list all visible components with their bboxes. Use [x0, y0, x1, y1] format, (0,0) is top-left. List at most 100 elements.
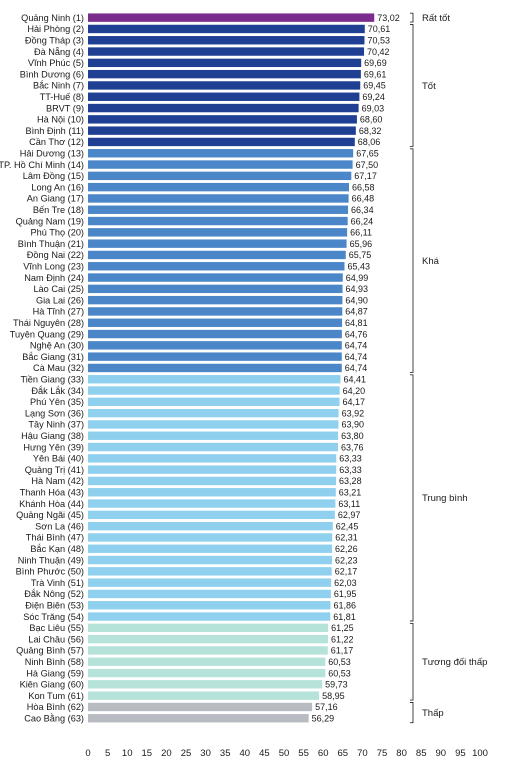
category-label: Long An (16)	[31, 182, 84, 192]
x-tick-label: 50	[279, 748, 290, 759]
value-label: 63,28	[339, 476, 362, 486]
category-label: Bình Phước (50)	[16, 567, 84, 577]
category-label: Đắk Lắk (34)	[31, 386, 84, 396]
value-label: 69,24	[362, 92, 385, 102]
category-label: Đà Nẵng (4)	[34, 47, 84, 57]
x-tick-label: 60	[318, 748, 329, 759]
x-tick-label: 70	[357, 748, 368, 759]
bar	[88, 691, 320, 700]
value-label: 59,73	[325, 680, 348, 690]
value-label: 68,32	[359, 126, 382, 136]
bar	[88, 386, 340, 395]
value-label: 61,81	[333, 612, 356, 622]
value-label: 69,45	[363, 81, 386, 91]
value-label: 66,58	[352, 182, 375, 192]
value-label: 68,60	[360, 115, 383, 125]
value-label: 61,86	[333, 600, 356, 610]
bar	[88, 657, 326, 666]
bar	[88, 126, 356, 135]
group-label: Trung bình	[422, 493, 468, 504]
category-label: Tây Ninh (37)	[28, 420, 84, 430]
value-label: 64,87	[345, 307, 368, 317]
bar	[88, 397, 340, 407]
category-label: Hà Giang (59)	[26, 668, 84, 678]
bar	[88, 454, 337, 463]
category-label: Đồng Nai (22)	[27, 250, 84, 260]
category-label: Ninh Thuận (49)	[18, 555, 84, 565]
bar	[88, 329, 342, 339]
category-label: Khánh Hòa (44)	[19, 499, 84, 509]
category-label: Bình Dương (6)	[20, 69, 84, 79]
x-tick-label: 45	[259, 748, 270, 759]
bar	[88, 420, 339, 429]
value-label: 63,33	[339, 454, 362, 464]
bar	[88, 216, 348, 226]
value-label: 65,75	[349, 250, 372, 260]
bar	[88, 431, 339, 440]
value-label: 69,03	[362, 103, 385, 113]
bar	[88, 341, 342, 350]
category-label: Cần Thơ (12)	[29, 137, 84, 147]
category-label: Quảng Ngãi (45)	[16, 510, 84, 520]
category-label: Yên Bái (40)	[33, 454, 84, 464]
bar	[88, 634, 328, 644]
group-bracket	[410, 702, 414, 724]
value-label: 63,90	[341, 420, 364, 430]
value-label: 62,03	[334, 578, 357, 588]
category-label: Nghệ An (30)	[30, 341, 84, 351]
bar	[88, 612, 331, 621]
category-label: Bình Định (11)	[25, 126, 84, 136]
bar	[88, 36, 365, 45]
category-label: Sóc Trăng (54)	[23, 612, 84, 622]
category-label: Hà Nội (10)	[37, 115, 84, 125]
group-bracket	[410, 148, 414, 373]
bar	[88, 589, 331, 599]
category-label: Thái Bình (47)	[26, 533, 84, 543]
value-label: 64,76	[345, 329, 368, 339]
category-label: Thanh Hóa (43)	[20, 487, 84, 497]
bar	[88, 205, 349, 214]
category-label: Bắc Giang (31)	[22, 352, 84, 362]
x-tick-label: 40	[240, 748, 251, 759]
value-label: 66,11	[350, 228, 372, 238]
value-label: 69,61	[364, 69, 387, 79]
bar	[88, 488, 336, 497]
value-label: 61,95	[334, 589, 357, 599]
value-label: 63,33	[339, 465, 362, 475]
bar	[88, 646, 328, 655]
category-label: Tiền Giang (33)	[21, 374, 85, 384]
value-label: 61,25	[331, 623, 354, 633]
x-tick-label: 100	[472, 748, 488, 759]
value-label: 62,31	[335, 533, 358, 543]
x-tick-label: 15	[142, 748, 153, 759]
group-label: Tương đối thấp	[422, 657, 487, 668]
value-label: 68,06	[358, 137, 381, 147]
x-tick-label: 35	[220, 748, 231, 759]
value-label: 66,48	[352, 194, 375, 204]
group-label: Rất tốt	[422, 13, 450, 24]
bar	[88, 702, 313, 712]
category-label: TT-Huế (8)	[40, 92, 84, 102]
bar	[88, 171, 352, 181]
bar	[88, 103, 359, 113]
x-tick-label: 0	[85, 748, 90, 759]
category-label: Hà Nam (42)	[31, 476, 84, 486]
category-label: Quảng Bình (57)	[16, 646, 84, 656]
category-label: Ninh Bình (58)	[25, 657, 84, 667]
bar	[88, 228, 348, 237]
value-label: 65,96	[350, 239, 373, 249]
value-label: 63,92	[342, 408, 365, 418]
bar	[88, 375, 341, 384]
category-label: Hà Tĩnh (27)	[33, 307, 84, 317]
value-label: 63,21	[339, 487, 362, 497]
value-label: 60,53	[328, 657, 351, 667]
bar	[88, 69, 361, 79]
bar	[88, 521, 333, 531]
category-label: Kon Tum (61)	[28, 691, 84, 701]
category-label: Lào Cai (25)	[33, 284, 84, 294]
value-label: 64,20	[343, 386, 366, 396]
category-label: BRVT (9)	[46, 103, 84, 113]
category-label: Cao Bằng (63)	[24, 713, 84, 723]
value-label: 62,23	[335, 555, 358, 565]
x-tick-label: 80	[396, 748, 407, 759]
